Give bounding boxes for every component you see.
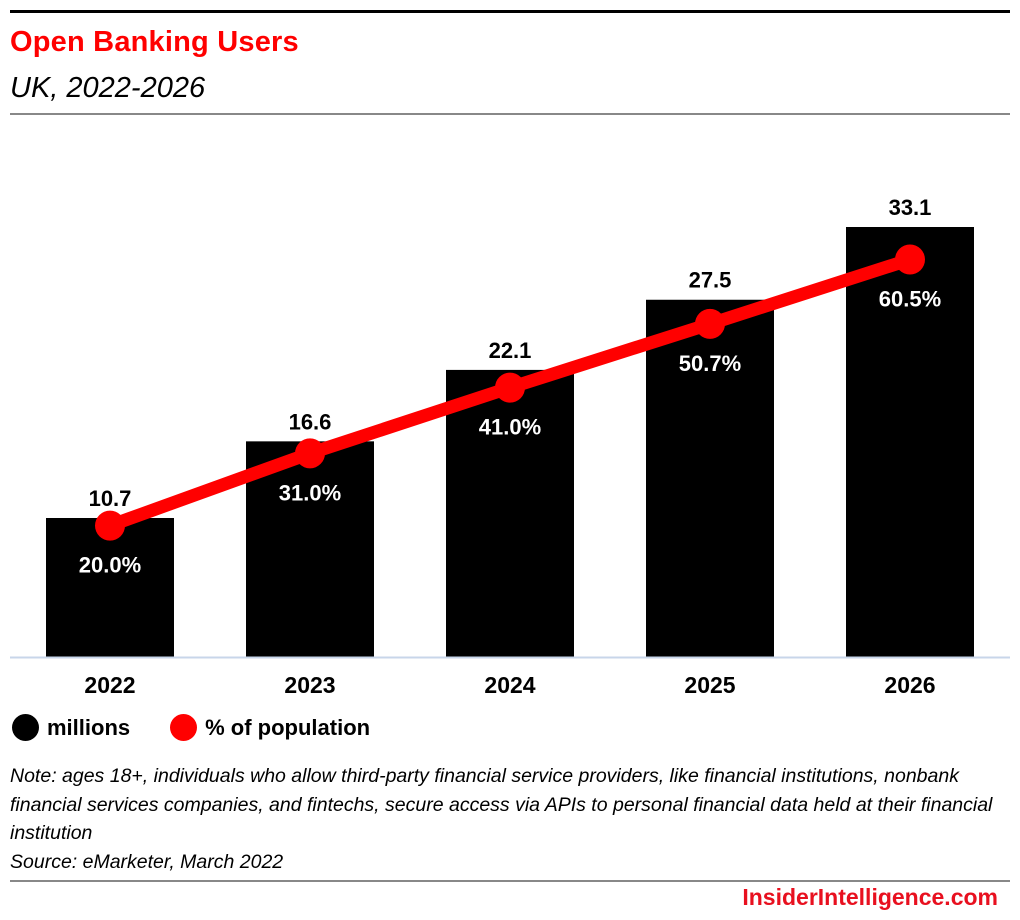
line-labels-group: 20.0% 31.0% 41.0% 50.7% 60.5% — [79, 287, 941, 578]
bar-value-label-2023: 16.6 — [289, 409, 332, 434]
bar-2024 — [446, 369, 574, 657]
footer-rule — [10, 880, 1010, 882]
line-point-2025 — [695, 308, 725, 339]
bar-value-label-2024: 22.1 — [489, 338, 532, 363]
bar-2023 — [246, 441, 374, 657]
brand-logo: InsiderIntelligence.com — [742, 884, 998, 910]
footnote: Note: ages 18+, individuals who allow th… — [10, 762, 1010, 876]
x-tick-label-2024: 2024 — [484, 672, 535, 698]
bar-2025 — [646, 299, 774, 657]
bar-value-label-2026: 33.1 — [889, 195, 932, 220]
legend-dot-percent-icon — [170, 714, 198, 741]
line-point-2023 — [295, 438, 325, 469]
subtitle-rule — [10, 113, 1010, 115]
line-value-label-2026: 60.5% — [879, 287, 941, 312]
bar-labels-group: 10.7 16.6 22.1 27.5 33.1 — [89, 195, 932, 511]
x-tick-label-2023: 2023 — [284, 672, 335, 698]
bar-2022 — [46, 517, 174, 657]
bar-value-label-2025: 27.5 — [689, 268, 732, 293]
chart-area: 10.7 16.6 22.1 27.5 33.1 20.0% 31.0% 41.0% 50.7… — [10, 195, 1010, 698]
bars-group — [46, 227, 974, 657]
x-tick-label-2025: 2025 — [684, 672, 735, 698]
source-text: Source: eMarketer, March 2022 — [10, 850, 284, 873]
line-value-label-2022: 20.0% — [79, 553, 141, 578]
legend-label-millions: millions — [47, 714, 131, 740]
line-series-group — [95, 244, 925, 541]
legend-item-millions: millions — [12, 714, 130, 741]
line-value-label-2023: 31.0% — [279, 480, 341, 505]
legend-item-percent: % of population — [170, 714, 370, 741]
legend-dot-millions-icon — [12, 714, 39, 741]
line-point-2022 — [95, 510, 125, 541]
line-point-2026 — [895, 244, 925, 275]
x-tick-label-2022: 2022 — [84, 672, 135, 698]
x-tick-labels-group: 2022 2023 2024 2025 2026 — [84, 672, 935, 698]
bar-value-label-2022: 10.7 — [89, 486, 132, 511]
legend-label-percent: % of population — [205, 714, 371, 740]
chart-title: Open Banking Users — [10, 26, 299, 58]
note-text: Note: ages 18+, individuals who allow th… — [10, 765, 993, 844]
line-value-label-2024: 41.0% — [479, 415, 541, 440]
x-tick-label-2026: 2026 — [884, 672, 935, 698]
line-value-label-2025: 50.7% — [679, 351, 741, 376]
bar-2026 — [846, 227, 974, 657]
top-rule — [10, 10, 1010, 13]
legend: millions % of population — [12, 714, 410, 741]
line-point-2024 — [495, 372, 525, 403]
chart-subtitle: UK, 2022-2026 — [10, 72, 206, 104]
